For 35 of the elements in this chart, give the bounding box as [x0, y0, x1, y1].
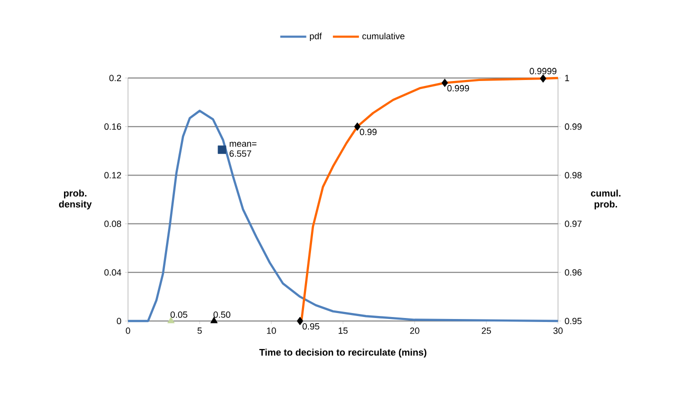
annotation: 0.50 — [214, 311, 230, 318]
y2-axis-title: cumul. prob. — [590, 190, 620, 210]
data-label: 0.999 — [447, 85, 469, 92]
legend-label: cumulative — [362, 32, 404, 40]
x-axis-title: Time to decision to recirculate (mins) — [259, 348, 426, 358]
y-tick-label: 0.08 — [104, 220, 122, 227]
x-tick-label: 10 — [267, 328, 276, 334]
annotation: 0.05 — [170, 311, 188, 318]
data-label: 0.99 — [360, 128, 377, 136]
y2-tick-label: 0.99 — [564, 123, 582, 130]
data-label: 0.9999 — [530, 68, 556, 74]
y-tick-label: 0.04 — [104, 269, 122, 276]
y-tick-label: 0.12 — [104, 172, 122, 178]
point — [354, 122, 361, 131]
y-tick-label: 0 — [116, 318, 122, 324]
x-tick-label: 5 — [198, 328, 202, 334]
y2-tick-label: 0.96 — [564, 269, 582, 276]
x-tick-label: 25 — [482, 328, 491, 334]
y2-tick-label: 0.95 — [564, 318, 582, 324]
annotation: mean= 6.557 — [230, 142, 256, 157]
y2-tick-label: 0.98 — [564, 172, 582, 178]
y-tick-label: 0.16 — [104, 123, 122, 130]
y-axis-title: prob. density — [59, 190, 92, 210]
x-tick-label: 20 — [410, 328, 420, 334]
y2-tick-label: 0.97 — [564, 220, 582, 227]
x-tick-label: 15 — [338, 328, 348, 334]
y2-tick-label: 1 — [565, 74, 570, 82]
legend-label: pdf — [310, 32, 322, 42]
x-tick-label: 0 — [126, 328, 130, 334]
y-tick-label: 0.2 — [109, 74, 122, 82]
point — [442, 78, 448, 88]
point — [296, 316, 304, 326]
data-label: 0.95 — [302, 323, 320, 330]
point — [540, 74, 546, 83]
x-tick-label: 30 — [553, 328, 563, 334]
